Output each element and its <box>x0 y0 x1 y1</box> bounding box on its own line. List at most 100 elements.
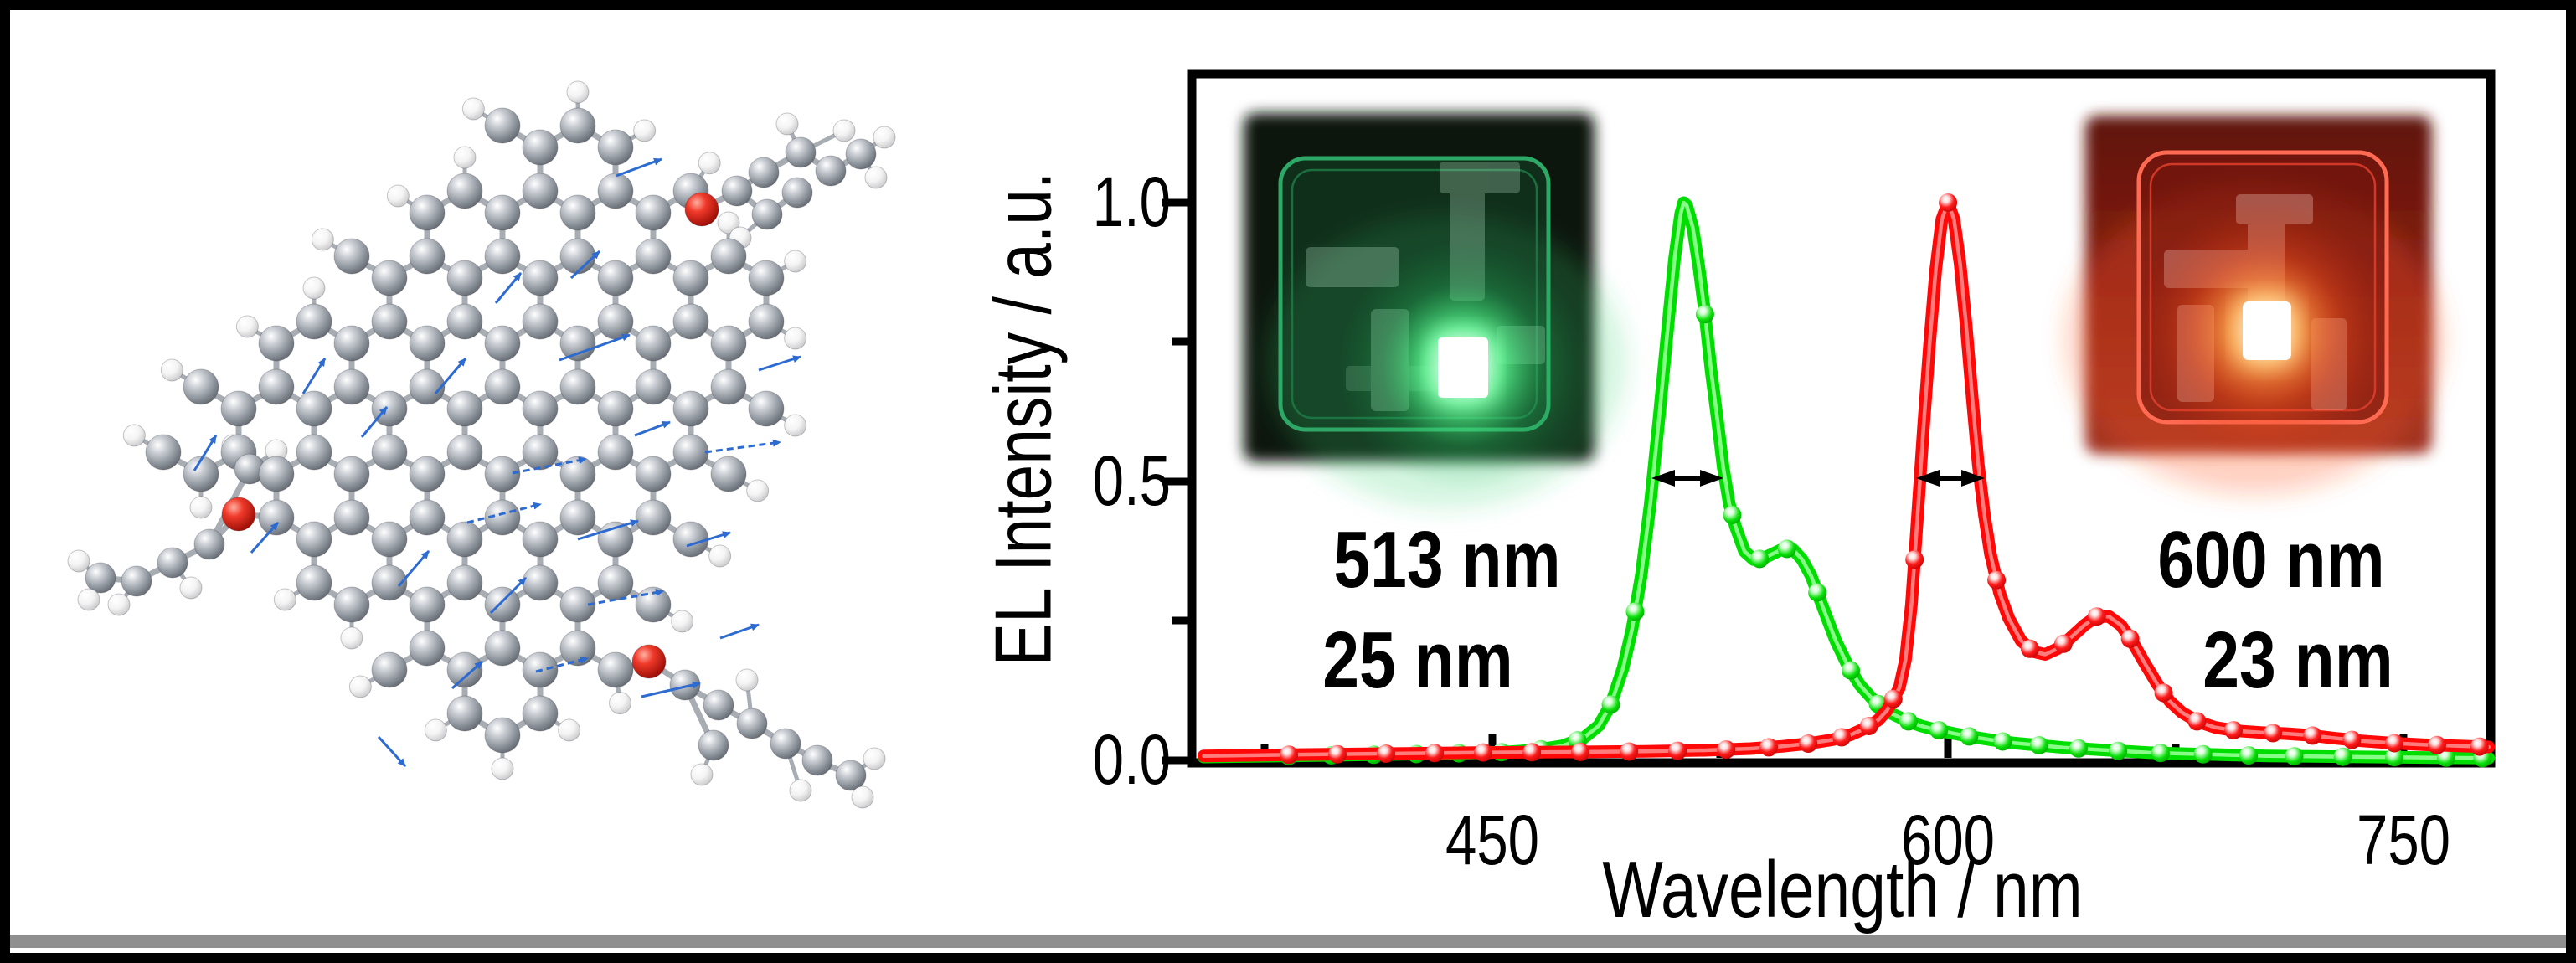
carbon-atom <box>296 521 332 558</box>
annotation-green-peak-wavelength: 513 nm <box>1333 514 1560 604</box>
hydrogen-atom <box>671 610 694 633</box>
green-EL-spectrum-data-point <box>2109 741 2128 760</box>
green-EL-spectrum-data-point <box>1899 712 1918 731</box>
carbon-atom <box>721 175 753 207</box>
displacement-vector-arrow <box>397 550 430 587</box>
red-EL-spectrum-data-point <box>1571 742 1590 761</box>
red-EL-spectrum <box>1197 193 2496 765</box>
displacement-vector-arrow <box>704 439 781 454</box>
hydrogen-atom <box>424 718 447 742</box>
carbon-atom <box>371 564 408 601</box>
plot-frame <box>1187 69 2496 768</box>
green-EL-spectrum-data-point <box>1960 727 1979 746</box>
red-EL-spectrum-data-point <box>1939 193 1958 212</box>
fwhm-arrow-green <box>1651 470 1723 487</box>
carbon-atom <box>522 173 559 209</box>
carbon-atom <box>371 303 408 340</box>
hydrogen-atom <box>311 228 334 251</box>
carbon-atom <box>559 107 596 144</box>
hydrogen-atom <box>179 576 203 600</box>
displacement-vector-arrow <box>719 623 760 640</box>
carbon-atom <box>710 368 747 405</box>
hydrogen-atom <box>609 692 632 715</box>
green-EL-spectrum-data-point <box>1695 305 1714 324</box>
carbon-atom <box>672 390 709 427</box>
red-EL-spectrum-data-point <box>2428 735 2446 754</box>
red-device-photo-inset <box>2066 116 2443 494</box>
green-emitting-pixel <box>1438 337 1488 398</box>
carbon-atom <box>220 390 257 427</box>
carbon-atom <box>371 521 408 558</box>
carbon-atom <box>193 528 225 560</box>
red-EL-spectrum-data-point <box>1832 728 1852 747</box>
red-EL-spectrum-data-point <box>2053 634 2073 653</box>
molecule-model <box>67 80 896 809</box>
hydrogen-atom <box>717 211 740 234</box>
fwhm-arrow-red <box>1916 470 1985 487</box>
hydrogen-atom <box>67 549 90 573</box>
y-axis-label: EL Intensity / a.u. <box>978 172 1068 666</box>
carbon-atom <box>559 325 596 362</box>
carbon-atom <box>597 129 634 166</box>
hydrogen-atom <box>340 626 363 650</box>
hydrogen-atom <box>348 675 372 698</box>
green-EL-spectrum-data-point <box>2285 747 2304 766</box>
carbon-atom <box>845 138 877 170</box>
displacement-vector-arrow <box>434 358 467 394</box>
carbon-atom <box>484 499 521 536</box>
carbon-atom <box>446 651 483 688</box>
hydrogen-atom <box>273 588 296 611</box>
displacement-vector-arrow <box>535 656 589 673</box>
carbon-atom <box>522 260 559 296</box>
carbon-atom <box>183 368 219 405</box>
carbon-atom <box>409 194 446 231</box>
hydrogen-atom <box>633 119 657 142</box>
red-EL-spectrum-data-point <box>2342 730 2362 749</box>
displacement-vector-arrow <box>512 456 587 475</box>
carbon-atom <box>446 390 483 427</box>
red-EL-spectrum-data-point <box>1425 744 1445 763</box>
displacement-vector-arrow <box>466 502 542 524</box>
green-EL-spectrum-data-point <box>2151 744 2170 763</box>
carbon-atom <box>801 744 833 776</box>
hydrogen-atom <box>784 327 807 350</box>
carbon-atom <box>597 173 634 209</box>
red-emitting-pixel <box>2243 301 2291 360</box>
y-tick-label-0.0: 0.0 <box>1093 721 1171 800</box>
red-EL-spectrum-data-point <box>1799 734 1818 753</box>
annotation-green-fwhm: 25 nm <box>1322 615 1512 704</box>
y-tick-label-0.5: 0.5 <box>1093 442 1171 521</box>
x-tick-label-750: 750 <box>2357 801 2450 880</box>
hydrogen-atom <box>832 119 856 142</box>
hydrogen-atom <box>789 779 812 802</box>
carbon-atom <box>597 651 634 688</box>
carbon-atom <box>635 456 672 492</box>
carbon-atom <box>748 390 785 427</box>
red-EL-spectrum-data-point <box>1859 717 1878 735</box>
carbon-atom <box>409 368 446 405</box>
carbon-atom <box>409 456 446 492</box>
hydrogen-atom <box>566 80 590 104</box>
annotation-red-peak-wavelength: 600 nm <box>2157 514 2384 604</box>
displacement-vector-arrow <box>634 420 671 437</box>
carbon-atom <box>559 238 596 275</box>
carbon-atom <box>672 303 709 340</box>
carbon-atom <box>409 630 446 667</box>
red-EL-spectrum-data-point <box>1883 689 1903 708</box>
hydrogen-atom <box>235 315 259 338</box>
carbon-atom <box>672 434 709 471</box>
hydrogen-atom <box>160 358 183 382</box>
carbon-atom <box>785 136 817 168</box>
displacement-vector-arrow <box>569 250 601 280</box>
green-EL-spectrum-data-point <box>1808 583 1827 602</box>
displacement-vector-arrow <box>360 406 389 438</box>
carbon-atom <box>815 155 847 187</box>
carbon-atom <box>484 238 521 275</box>
carbon-atom <box>522 303 559 340</box>
carbon-atom <box>710 325 747 362</box>
red-EL-spectrum-data-point <box>1717 740 1736 760</box>
carbon-atom <box>333 325 370 362</box>
displacement-vector-arrow <box>686 531 731 548</box>
green-EL-spectrum-data-point <box>2029 736 2048 754</box>
